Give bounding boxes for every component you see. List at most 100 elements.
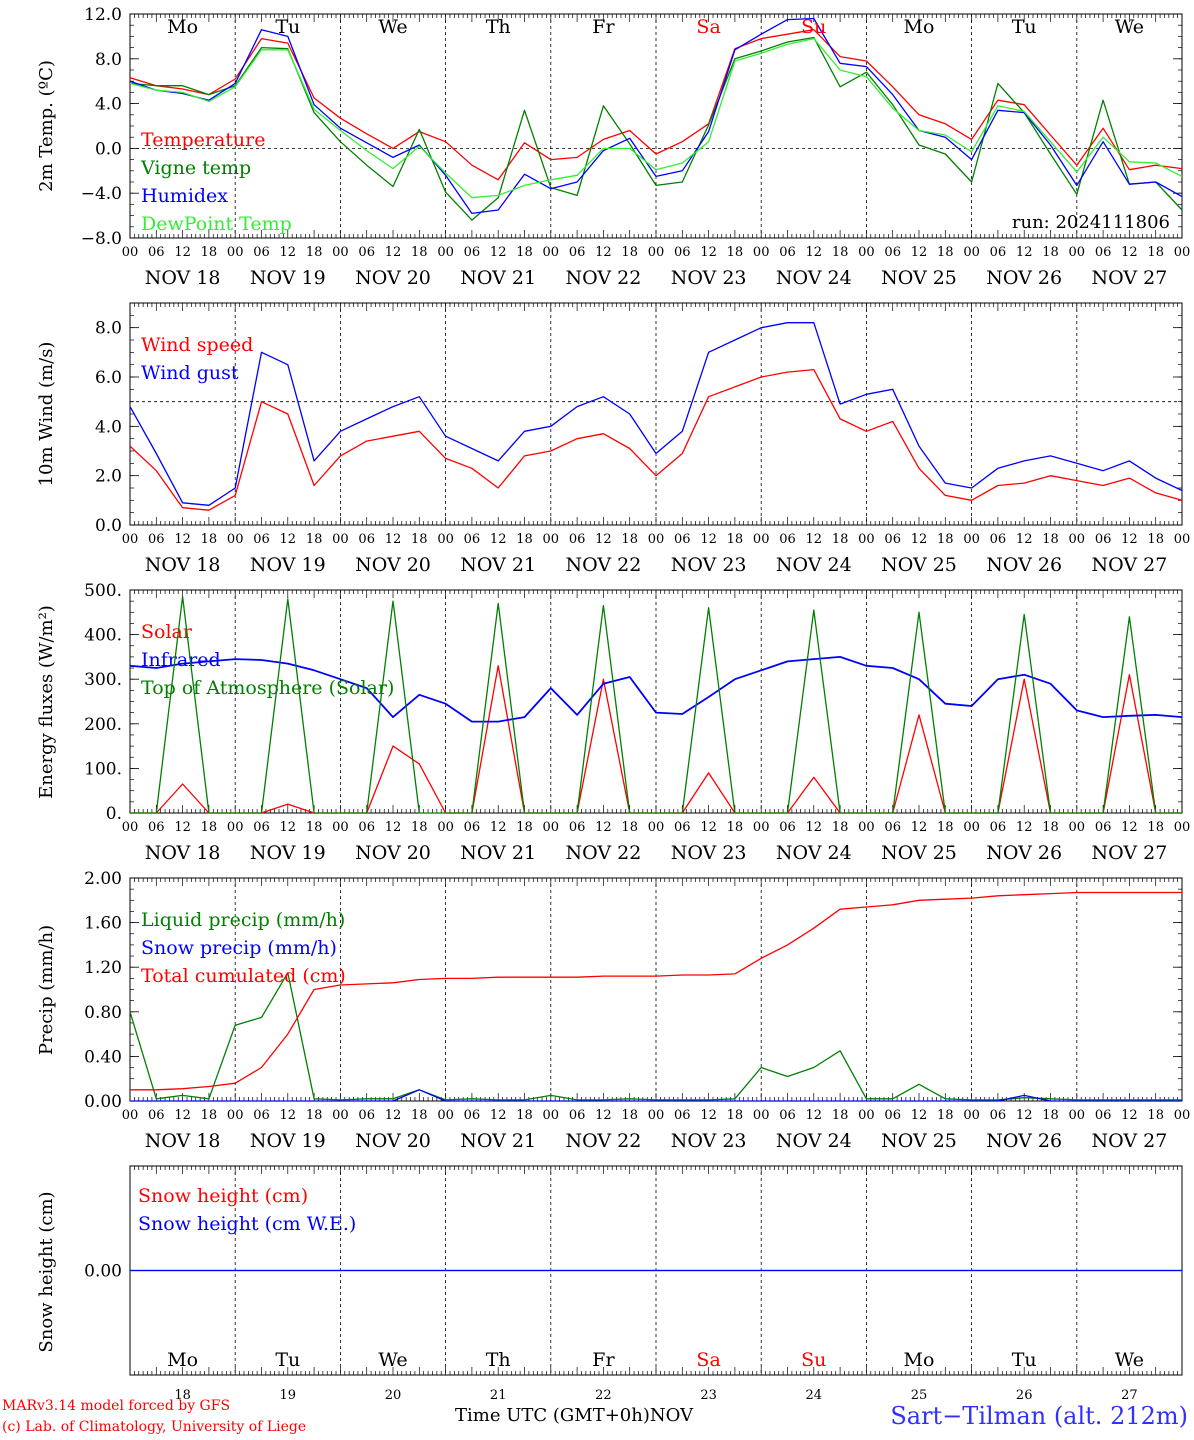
hour-label: 00: [332, 1108, 349, 1123]
series-line-wind-0: [129, 368, 1183, 511]
hour-label: 00: [543, 532, 560, 547]
weekday-label: Su: [801, 16, 826, 38]
weekday-label: Fr: [592, 16, 615, 38]
hour-label: 00: [753, 1108, 770, 1123]
hour-label: 00: [963, 245, 980, 260]
hour-label: 06: [779, 532, 796, 547]
hour-label: 12: [280, 820, 297, 835]
date-label: NOV 26: [986, 842, 1062, 864]
legend-entry: Solar: [141, 621, 193, 643]
legend-entry: Top of Atmosphere (Solar): [141, 677, 394, 699]
day-number-label: 20: [385, 1388, 402, 1403]
hour-label: 12: [280, 1108, 297, 1123]
hour-label: 06: [779, 245, 796, 260]
date-label: NOV 26: [986, 554, 1062, 576]
legend-entry: Humidex: [141, 185, 228, 207]
hour-label: 12: [280, 245, 297, 260]
hour-label: 18: [1147, 820, 1164, 835]
hour-label: 00: [753, 820, 770, 835]
hour-label: 00: [1174, 1108, 1191, 1123]
hour-label: 12: [1016, 1108, 1033, 1123]
hour-label: 18: [201, 532, 218, 547]
hour-label: 06: [674, 245, 691, 260]
hour-label: 00: [437, 820, 454, 835]
hour-label: 12: [385, 1108, 402, 1123]
hour-label: 00: [1069, 820, 1086, 835]
weekday-label: Tu: [275, 16, 300, 38]
weekday-label: Sa: [696, 1349, 720, 1371]
date-label: NOV 25: [881, 1130, 957, 1152]
hour-label: 12: [595, 820, 612, 835]
hour-label: 06: [464, 532, 481, 547]
hour-label: 18: [1147, 245, 1164, 260]
hour-label: 00: [122, 820, 139, 835]
hour-label: 18: [621, 532, 638, 547]
hour-label: 18: [411, 1108, 428, 1123]
date-label: NOV 26: [986, 1130, 1062, 1152]
hour-label: 18: [621, 245, 638, 260]
hour-label: 06: [990, 1108, 1007, 1123]
hour-label: 18: [727, 245, 744, 260]
hour-label: 18: [621, 820, 638, 835]
legend-entry: Snow precip (mm/h): [141, 937, 337, 959]
hour-label: 12: [700, 245, 717, 260]
hour-label: 00: [1174, 532, 1191, 547]
hour-label: 18: [201, 1108, 218, 1123]
hour-label: 12: [385, 532, 402, 547]
hour-label: 12: [1016, 532, 1033, 547]
hour-label: 06: [358, 1108, 375, 1123]
hour-label: 18: [306, 820, 323, 835]
hour-label: 18: [1042, 820, 1059, 835]
hour-label: 18: [727, 820, 744, 835]
y-tick-label: 0.0: [95, 516, 122, 536]
panel-wind: 0.0 2.0 4.0 6.0 8.0 10m Wind (m/s) Wind speed W…: [36, 302, 1191, 576]
weekday-label: We: [1115, 16, 1144, 38]
lab-credit: (c) Lab. of Climatology, University of L…: [2, 1419, 307, 1435]
date-label: NOV 18: [145, 842, 221, 864]
weekday-label: Mo: [167, 1349, 198, 1371]
hour-label: 06: [884, 245, 901, 260]
hour-label: 00: [858, 245, 875, 260]
hour-label: 18: [937, 532, 954, 547]
hour-label: 18: [937, 1108, 954, 1123]
hour-label: 12: [1016, 820, 1033, 835]
date-label: NOV 23: [671, 554, 747, 576]
hour-label: 18: [1042, 245, 1059, 260]
hour-label: 00: [753, 245, 770, 260]
y-axis-label: Snow height (cm): [36, 1191, 57, 1352]
hour-label: 00: [963, 1108, 980, 1123]
hour-label: 00: [753, 532, 770, 547]
hour-label: 18: [832, 532, 849, 547]
hour-label: 12: [700, 820, 717, 835]
panel-snow: 0.00 Snow height (cm) Snow height (cm) Snow…: [36, 1165, 1183, 1403]
day-number-label: 27: [1121, 1388, 1138, 1403]
series-line-temp-2: [129, 17, 1183, 215]
date-label: NOV 23: [671, 842, 747, 864]
date-label: NOV 19: [250, 554, 326, 576]
panel-precip: 0.00 0.40 0.80 1.20 1.60 2.00 Precip (mm/h) Liq…: [36, 869, 1190, 1152]
hour-label: 12: [1121, 532, 1138, 547]
hour-label: 00: [858, 532, 875, 547]
date-label: NOV 25: [881, 554, 957, 576]
y-tick-label: 0.: [106, 804, 122, 824]
hour-label: 18: [516, 820, 533, 835]
hour-label: 00: [227, 245, 244, 260]
date-label: NOV 27: [1091, 842, 1167, 864]
hour-label: 06: [569, 532, 586, 547]
hour-label: 12: [174, 1108, 191, 1123]
y-tick-label: 4.0: [95, 417, 122, 437]
hour-label: 18: [937, 820, 954, 835]
y-tick-label: 0.40: [84, 1047, 122, 1067]
hour-label: 00: [858, 820, 875, 835]
date-label: NOV 22: [565, 267, 641, 289]
hour-label: 18: [727, 532, 744, 547]
hour-label: 18: [832, 820, 849, 835]
hour-label: 00: [648, 820, 665, 835]
legend-entry: Wind gust: [141, 362, 239, 384]
hour-label: 12: [595, 245, 612, 260]
series-line-energy-2: [130, 596, 1182, 814]
y-tick-label: 1.20: [84, 958, 122, 978]
weekday-label: Mo: [904, 1349, 935, 1371]
hour-label: 12: [911, 1108, 928, 1123]
hour-label: 06: [148, 532, 165, 547]
